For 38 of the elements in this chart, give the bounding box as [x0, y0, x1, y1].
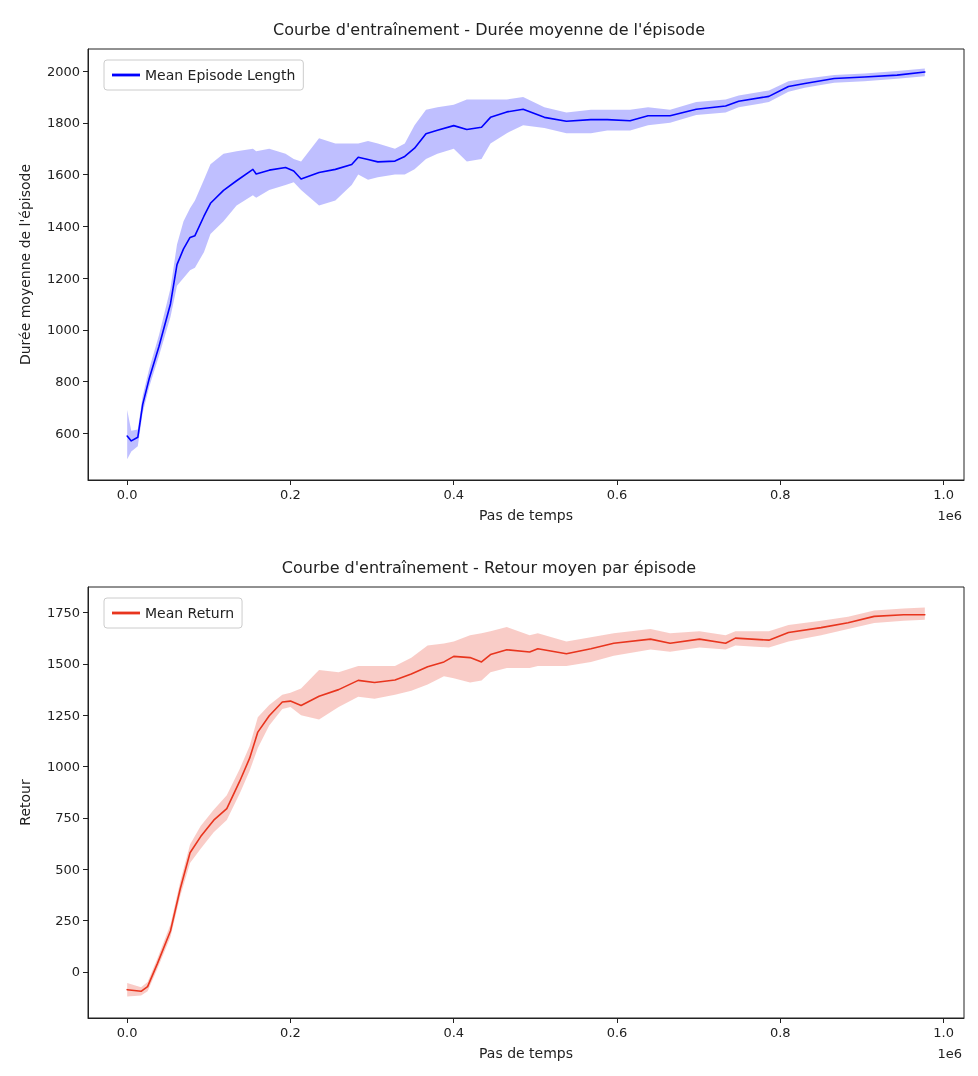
y-tick-label: 800	[55, 374, 80, 390]
x-tick-label: 0.0	[116, 487, 138, 502]
y-tick-label: 1750	[46, 605, 80, 621]
y-tick-label: 1600	[46, 167, 80, 183]
x-axis-title: Pas de temps	[478, 1045, 574, 1061]
y-tick-label: 600	[55, 425, 80, 441]
x-tick-label: 0.2	[280, 487, 301, 502]
x-tick-label: 0.6	[606, 487, 628, 502]
x-tick-label: 0.4	[443, 487, 465, 502]
x-tick-label: 1.0	[933, 1025, 954, 1040]
text: 1e6	[937, 1046, 963, 1061]
y-tick-label: 1400	[46, 218, 80, 234]
x-tick-label: 0.8	[769, 1025, 791, 1040]
x-tick-label: 0.0	[116, 1025, 138, 1040]
text: 1e6	[937, 508, 963, 523]
y-tick-label: 1500	[46, 656, 80, 672]
y-tick-label: 1200	[46, 270, 80, 286]
y-tick-label: 0	[71, 964, 80, 980]
chart-title: Courbe d'entraînement - Durée moyenne de l'épisode	[272, 19, 706, 39]
y-tick-label: 2000	[46, 63, 80, 79]
y-axis-title: Durée moyenne de l'épisode	[17, 163, 33, 366]
x-tick-label: 0.8	[769, 487, 791, 502]
y-tick-label: 1000	[46, 322, 80, 338]
y-tick-label: 750	[55, 810, 80, 826]
x-tick-label: 1.0	[933, 487, 954, 502]
y-tick-label: 500	[55, 861, 80, 877]
y-tick-label: 1800	[46, 115, 80, 131]
legend-label: Mean Episode Length	[145, 67, 296, 83]
y-tick-label: 1000	[46, 759, 80, 775]
x-axis-title: Pas de temps	[478, 507, 574, 523]
x-tick-label: 0.6	[606, 1025, 628, 1040]
legend-label: Mean Return	[145, 605, 235, 621]
y-axis-title: Retour	[17, 779, 33, 826]
x-tick-label: 0.4	[443, 1025, 465, 1040]
y-tick-label: 250	[55, 913, 80, 929]
chart-title: Courbe d'entraînement - Retour moyen par épisode	[281, 557, 697, 577]
x-tick-label: 0.2	[280, 1025, 301, 1040]
y-tick-label: 1250	[46, 707, 80, 723]
